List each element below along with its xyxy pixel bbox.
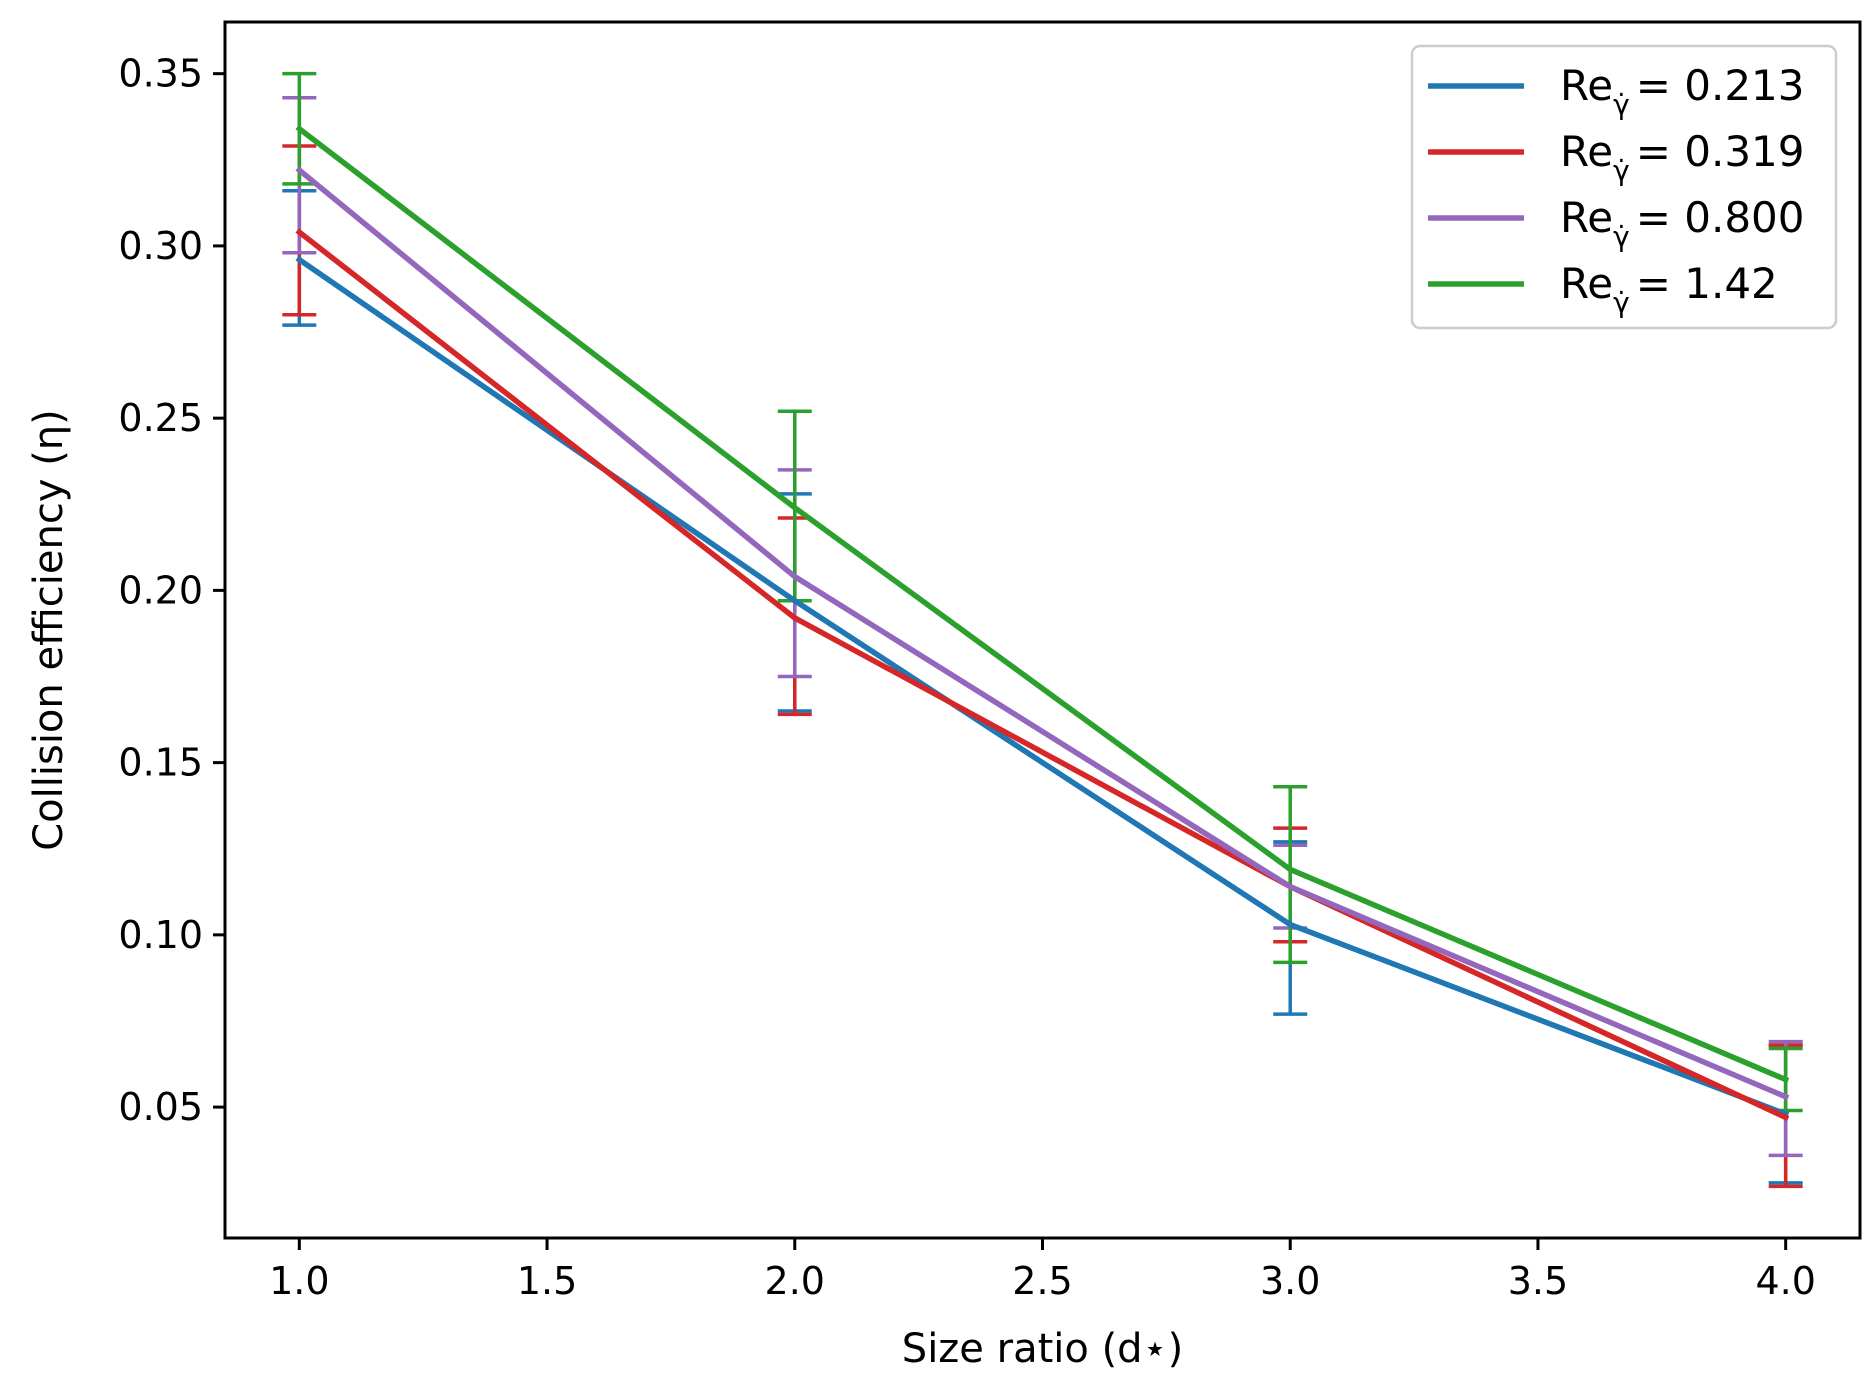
legend-item-2: Reγ̇ = 0.319 bbox=[1428, 127, 1805, 187]
legend-item-3: Reγ̇ = 0.800 bbox=[1428, 193, 1805, 253]
y-tick-label: 0.10 bbox=[118, 913, 203, 957]
x-tick-label: 3.5 bbox=[1508, 1259, 1568, 1303]
x-tick-label: 3.0 bbox=[1260, 1259, 1320, 1303]
legend-label: Reγ̇ = 0.800 bbox=[1560, 193, 1805, 253]
series-line-1 bbox=[295, 255, 1790, 1118]
x-tick-label: 1.5 bbox=[517, 1259, 577, 1303]
legend-label: Reγ̇ = 0.213 bbox=[1560, 61, 1805, 121]
legend-label: Reγ̇ = 1.42 bbox=[1560, 259, 1778, 319]
x-tick-label: 1.0 bbox=[269, 1259, 329, 1303]
x-tick-label: 4.0 bbox=[1755, 1259, 1815, 1303]
y-tick-label: 0.15 bbox=[118, 741, 203, 785]
x-tick-label: 2.0 bbox=[765, 1259, 825, 1303]
y-tick-label: 0.20 bbox=[118, 568, 203, 612]
series-line-3 bbox=[295, 166, 1790, 1101]
lines-layer bbox=[295, 124, 1790, 1122]
legend-box bbox=[1410, 44, 1838, 330]
y-axis: 0.05 0.10 0.15 0.20 0.25 0.30 0.35 bbox=[118, 52, 225, 1129]
y-tick-label: 0.30 bbox=[118, 224, 203, 268]
series-line-2 bbox=[295, 228, 1790, 1122]
legend-label: Reγ̇ = 0.319 bbox=[1560, 127, 1805, 187]
x-tick-label: 2.5 bbox=[1012, 1259, 1072, 1303]
x-axis: 1.0 1.5 2.0 2.5 3.0 3.5 4.0 bbox=[269, 1238, 1816, 1303]
legend-item-4: Reγ̇ = 1.42 bbox=[1428, 259, 1778, 319]
y-tick-label: 0.35 bbox=[118, 52, 203, 96]
x-axis-label: Size ratio (d⋆) bbox=[902, 1326, 1183, 1372]
legend-item-1: Reγ̇ = 0.213 bbox=[1428, 61, 1805, 121]
y-axis-label: Collision efficiency (η) bbox=[26, 409, 72, 851]
series-line-4 bbox=[295, 124, 1790, 1084]
y-tick-label: 0.25 bbox=[118, 396, 203, 440]
y-tick-label: 0.05 bbox=[118, 1085, 203, 1129]
